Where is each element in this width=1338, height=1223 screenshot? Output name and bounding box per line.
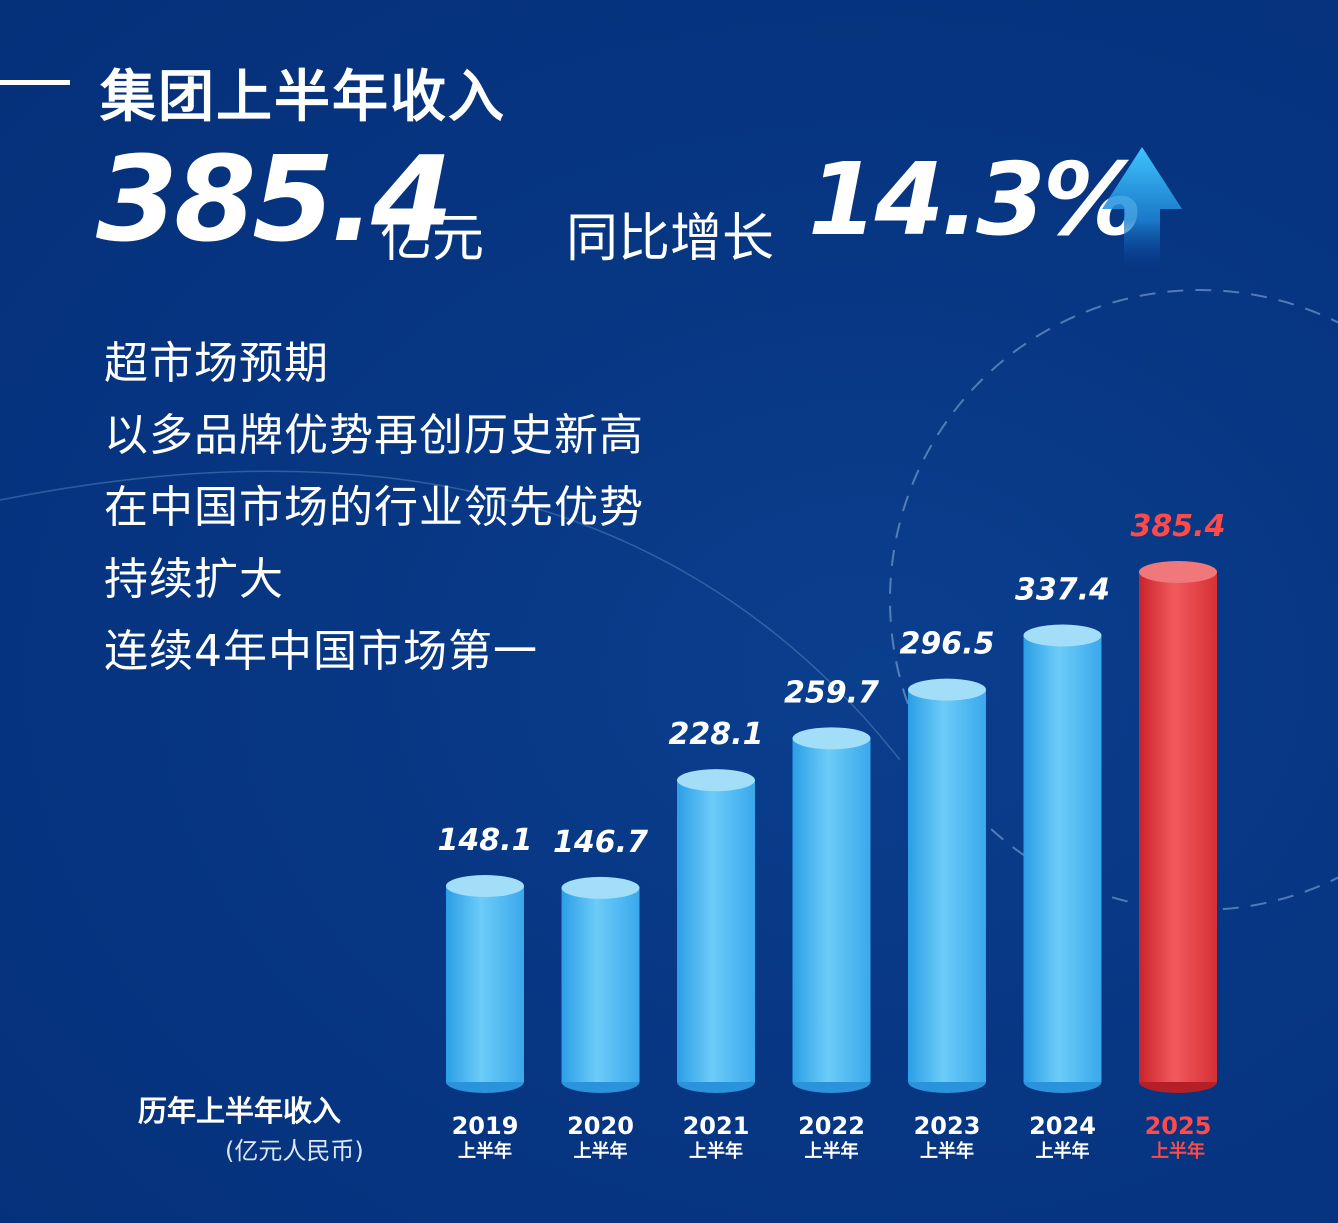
x-tick-sublabel: 上半年 bbox=[1151, 1140, 1205, 1162]
tagline-line: 以多品牌优势再创历史新高 bbox=[104, 410, 644, 461]
data-label: 148.1 bbox=[438, 823, 533, 858]
x-tick-sublabel: 上半年 bbox=[458, 1140, 512, 1162]
bar-top bbox=[446, 875, 524, 898]
bar-top bbox=[1023, 624, 1102, 647]
x-tick-sublabel: 上半年 bbox=[1036, 1140, 1090, 1162]
bar bbox=[677, 780, 755, 1082]
arc-line-decoration bbox=[0, 470, 901, 761]
chart-unit: (亿元人民币) bbox=[225, 1137, 364, 1165]
up-arrow-icon bbox=[1102, 147, 1182, 269]
tagline-line: 持续扩大 bbox=[104, 554, 284, 605]
data-label: 296.5 bbox=[900, 627, 995, 662]
title-dash bbox=[0, 80, 70, 85]
bar bbox=[908, 689, 986, 1082]
x-tick-label: 2024 bbox=[1029, 1112, 1096, 1140]
data-label: 146.7 bbox=[553, 825, 648, 860]
x-tick-label: 2019 bbox=[452, 1112, 519, 1140]
bar bbox=[792, 738, 871, 1082]
chart-title: 历年上半年收入 bbox=[138, 1094, 342, 1128]
x-tick-sublabel: 上半年 bbox=[689, 1140, 743, 1162]
tagline-list: 超市场预期 以多品牌优势再创历史新高 在中国市场的行业领先优势 持续扩大 连续4… bbox=[104, 328, 644, 688]
x-tick-sublabel: 上半年 bbox=[805, 1140, 859, 1162]
x-tick-label: 2021 bbox=[683, 1112, 750, 1140]
total-revenue-unit: 亿元 bbox=[380, 209, 485, 269]
bar-top bbox=[677, 769, 755, 792]
data-label: 228.1 bbox=[669, 717, 764, 752]
bar-top bbox=[1139, 561, 1217, 583]
bar bbox=[1139, 572, 1217, 1082]
x-tick-sublabel: 上半年 bbox=[574, 1140, 628, 1162]
x-tick-label: 2022 bbox=[798, 1112, 865, 1140]
tagline-line: 连续4年中国市场第一 bbox=[104, 626, 538, 677]
bar bbox=[446, 886, 524, 1082]
growth-value: 14.3% bbox=[808, 141, 1143, 258]
page-title: 集团上半年收入 bbox=[100, 65, 506, 130]
bar-top bbox=[561, 876, 640, 899]
tagline-line: 超市场预期 bbox=[104, 338, 329, 389]
tagline-line: 在中国市场的行业领先优势 bbox=[104, 482, 644, 533]
data-label: 337.4 bbox=[1015, 573, 1110, 608]
bar-top bbox=[792, 727, 871, 750]
x-tick-label: 2025 bbox=[1145, 1112, 1212, 1140]
total-revenue-value: 385.4 bbox=[96, 130, 453, 268]
x-tick-label: 2020 bbox=[567, 1112, 634, 1140]
bar-top bbox=[908, 678, 986, 701]
x-tick-sublabel: 上半年 bbox=[920, 1140, 974, 1162]
x-tick-label: 2023 bbox=[914, 1112, 981, 1140]
bar bbox=[561, 887, 640, 1082]
bar bbox=[1023, 635, 1102, 1082]
data-label: 385.4 bbox=[1131, 509, 1226, 544]
growth-label: 同比增长 bbox=[566, 209, 775, 269]
data-label: 259.7 bbox=[784, 675, 879, 710]
